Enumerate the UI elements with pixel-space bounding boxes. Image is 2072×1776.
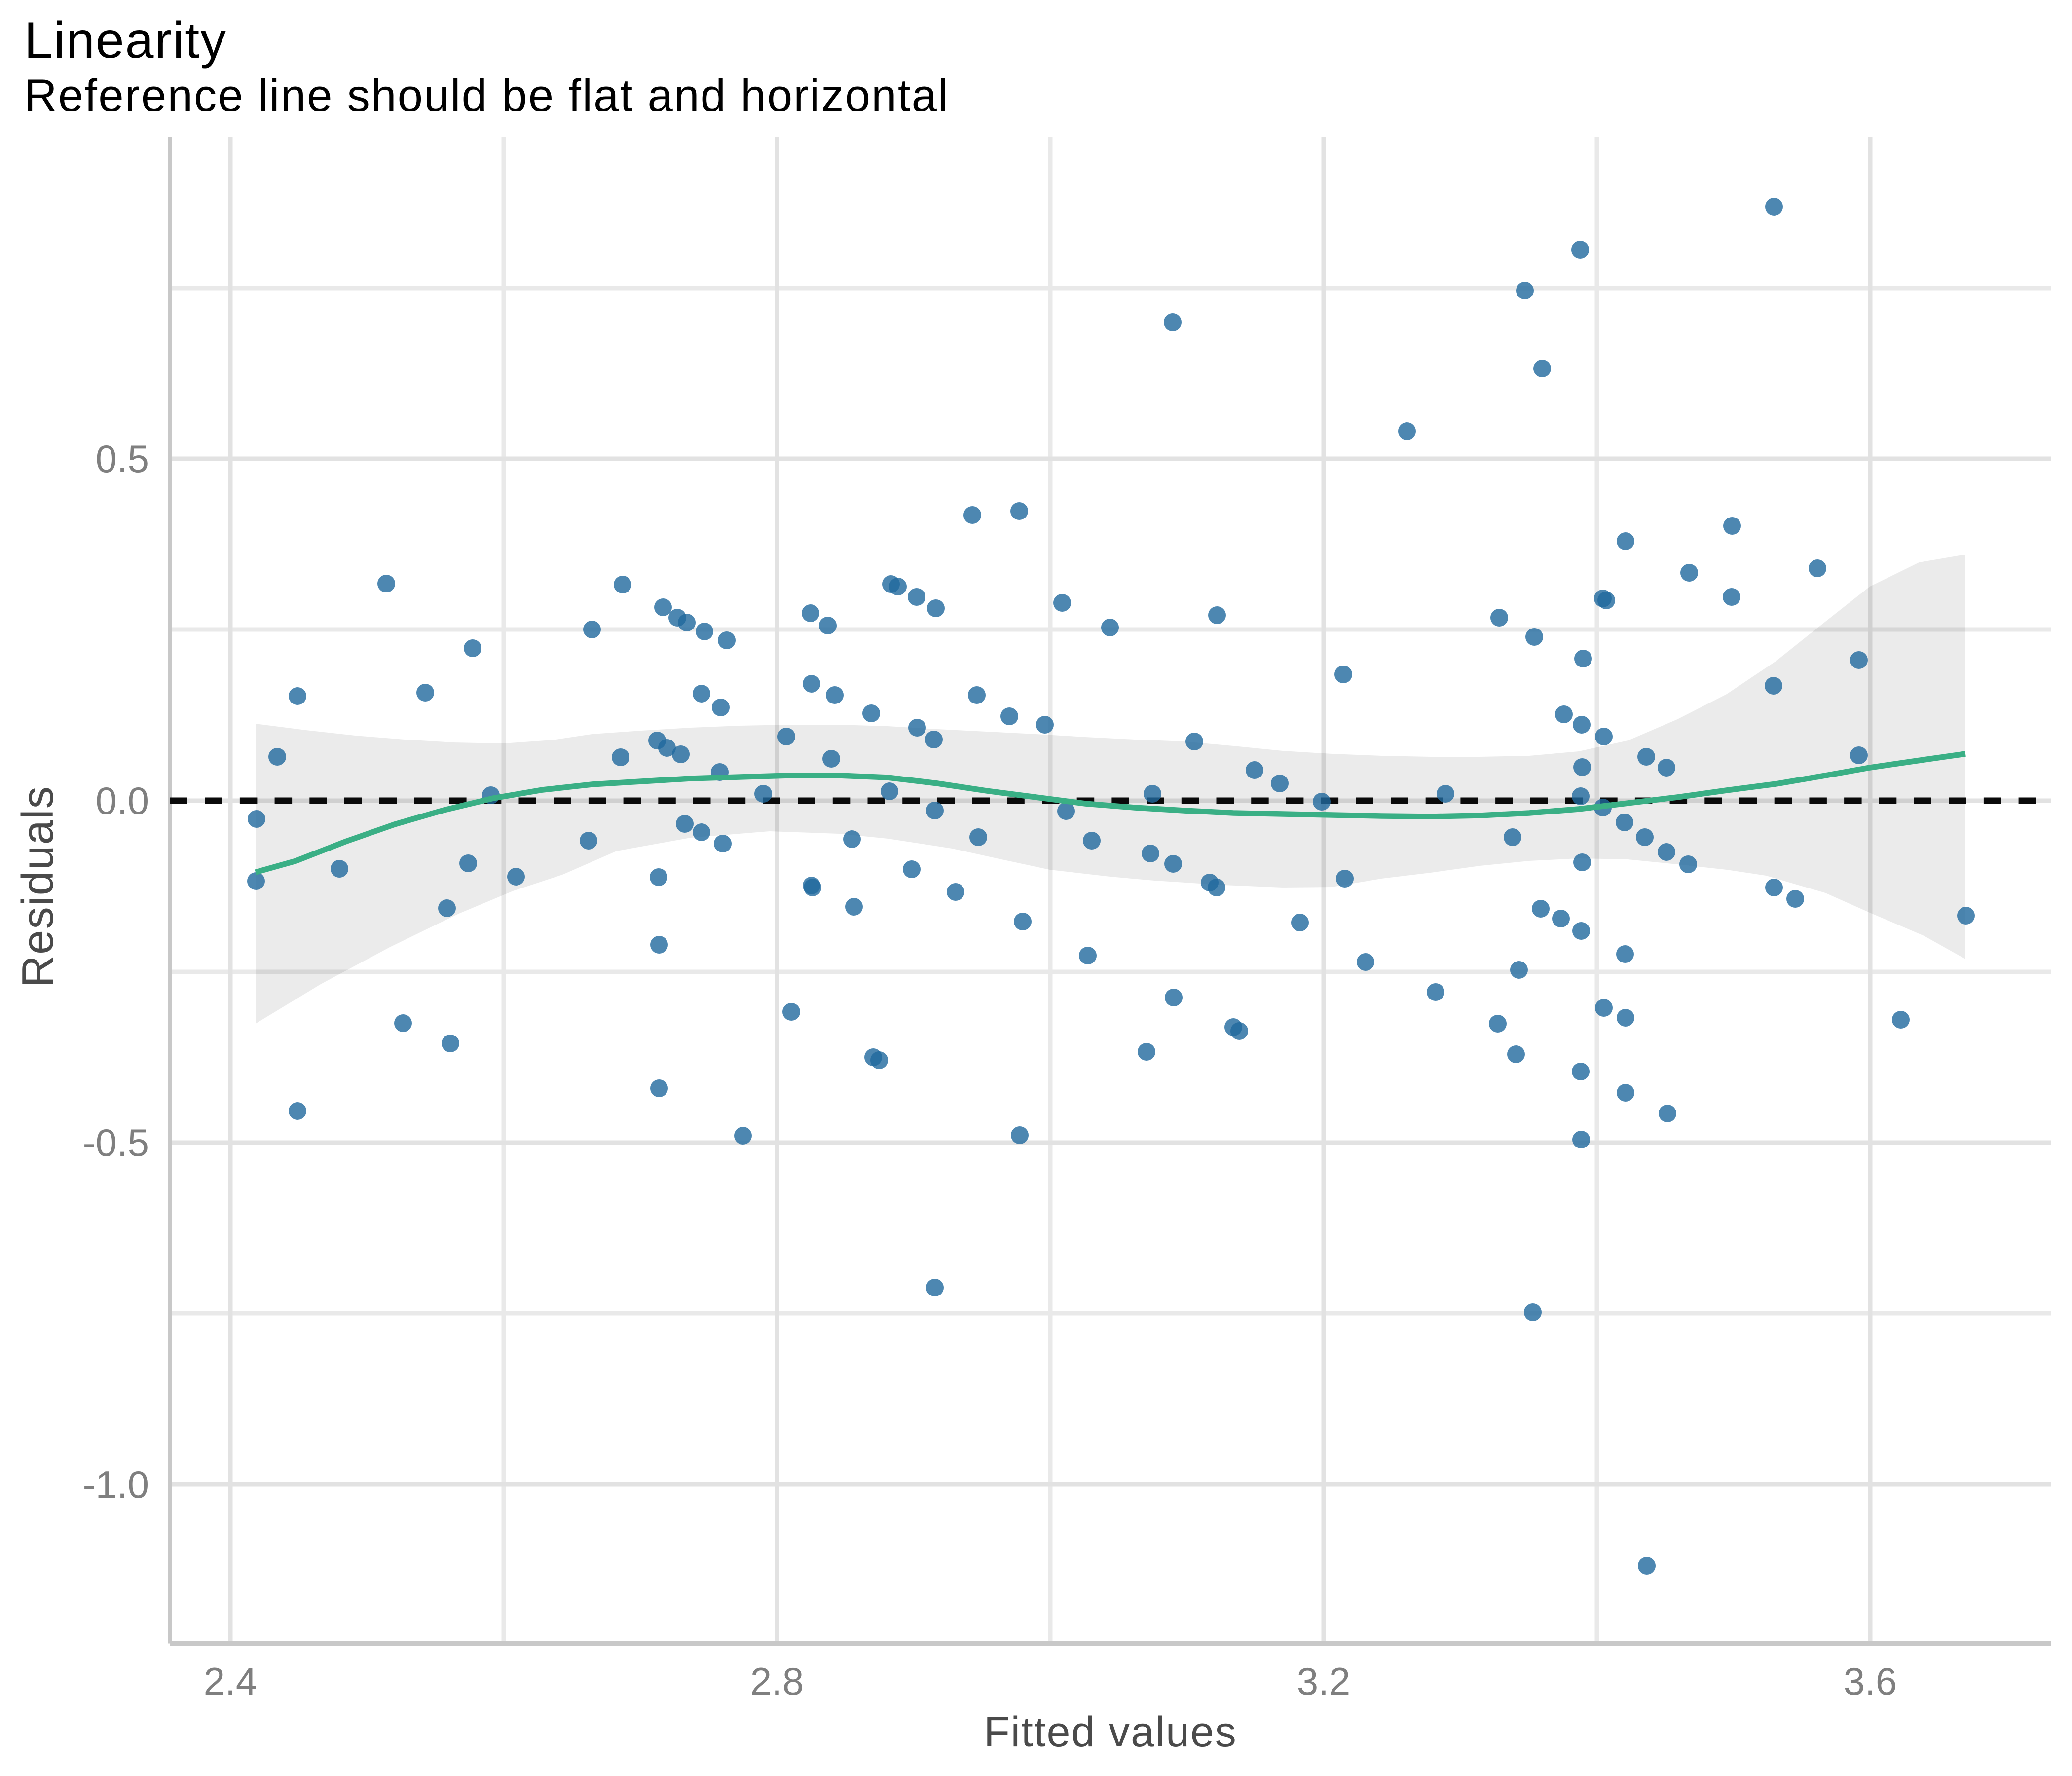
svg-text:Fitted values: Fitted values xyxy=(984,1708,1237,1756)
svg-text:-0.5: -0.5 xyxy=(83,1121,149,1164)
svg-text:3.2: 3.2 xyxy=(1297,1660,1350,1703)
svg-text:Residuals: Residuals xyxy=(13,786,63,988)
svg-text:Reference line should be flat: Reference line should be flat and horizo… xyxy=(24,71,949,121)
svg-text:2.4: 2.4 xyxy=(204,1660,257,1703)
svg-text:0.0: 0.0 xyxy=(96,779,149,822)
svg-text:Linearity: Linearity xyxy=(24,12,227,69)
svg-text:0.5: 0.5 xyxy=(96,437,149,481)
svg-text:3.6: 3.6 xyxy=(1844,1660,1897,1703)
svg-text:2.8: 2.8 xyxy=(750,1660,804,1703)
svg-text:-1.0: -1.0 xyxy=(83,1463,149,1506)
